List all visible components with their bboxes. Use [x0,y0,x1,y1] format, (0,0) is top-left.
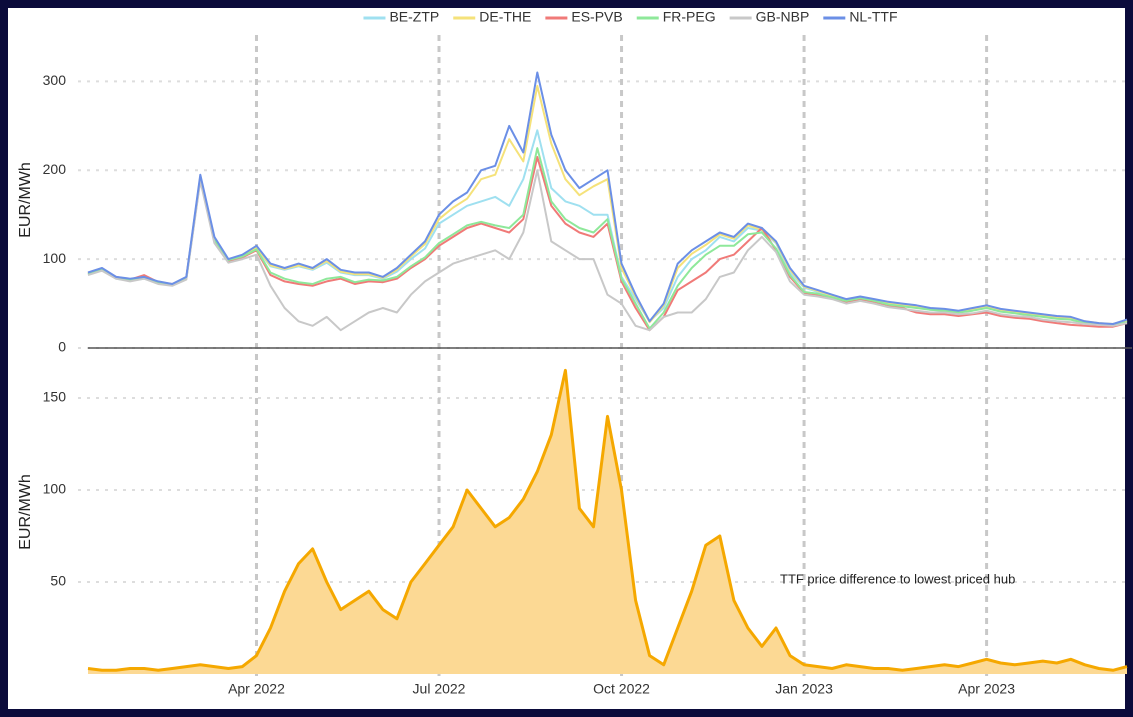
legend-label: GB-NBP [756,9,810,25]
y-tick-label: 300 [43,72,67,88]
annotation: TTF price difference to lowest priced hu… [780,571,1015,586]
x-tick-label: Jul 2022 [413,681,466,697]
y-tick-label: 50 [50,573,66,589]
area-line [87,368,1128,672]
y-axis-title: EUR/MWh [17,474,34,550]
series-line [87,169,1128,332]
area-fill [88,370,1127,674]
y-axis-title: EUR/MWh [17,162,34,238]
series-line [87,147,1128,330]
x-tick-label: Oct 2022 [593,681,650,697]
y-tick-label: 150 [43,389,67,405]
x-tick-label: Apr 2022 [228,681,285,697]
y-tick-label: 100 [43,250,67,266]
x-tick-label: Apr 2023 [958,681,1015,697]
y-tick-label: 200 [43,161,67,177]
x-tick-label: Jan 2023 [775,681,833,697]
legend-label: ES-PVB [571,9,622,25]
legend-label: DE-THE [479,9,531,25]
y-tick-label: 100 [43,481,67,497]
y-tick-label: 0 [58,339,66,355]
series-line [87,71,1128,325]
legend-label: FR-PEG [663,9,716,25]
legend-label: BE-ZTP [389,9,439,25]
legend-label: NL-TTF [849,9,897,25]
